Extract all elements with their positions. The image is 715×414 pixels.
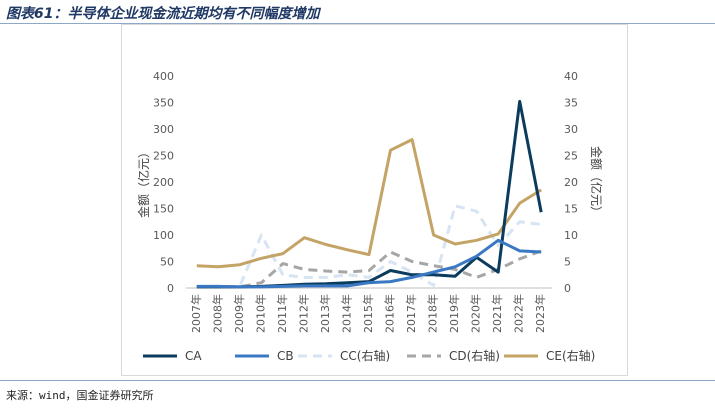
- x-tick-label: 2009年: [232, 294, 246, 333]
- left-tick-label: 200: [153, 176, 174, 189]
- series-line-cd: [196, 249, 542, 289]
- right-tick-label: 0: [564, 282, 571, 295]
- legend-label: CB: [277, 349, 294, 363]
- x-tick-label: 2023年: [533, 294, 547, 333]
- x-tick-label: 2013年: [318, 294, 332, 333]
- x-tick-label: 2015年: [361, 294, 375, 333]
- right-tick-label: 5: [564, 256, 571, 269]
- bottom-divider: [0, 380, 715, 381]
- figure-title: 图表61：半导体企业现金流近期均有不同幅度增加: [6, 6, 320, 22]
- right-tick-label: 20: [564, 176, 578, 189]
- chart-frame: [121, 24, 628, 376]
- right-tick-label: 25: [564, 150, 578, 163]
- x-axis-ticks: 2007年 2008年 2009年 2010年 2011年 2012年 2013年 2014年…: [189, 294, 547, 333]
- left-tick-label: 0: [167, 282, 174, 295]
- right-axis-ticks: 0 5 10 15 20 25 30 35 40: [564, 70, 578, 295]
- source-note: 来源：wind，国金证券研究所: [6, 389, 154, 402]
- left-tick-label: 150: [153, 203, 174, 216]
- right-tick-label: 15: [564, 203, 578, 216]
- right-tick-label: 10: [564, 229, 578, 242]
- x-tick-label: 2018年: [426, 294, 440, 333]
- x-tick-label: 2014年: [339, 294, 353, 333]
- x-tick-label: 2008年: [210, 294, 224, 333]
- left-tick-label: 300: [153, 123, 174, 136]
- right-tick-label: 35: [564, 97, 578, 110]
- x-tick-label: 2010年: [253, 294, 267, 333]
- right-tick-label: 30: [564, 123, 578, 136]
- x-tick-label: 2019年: [447, 294, 461, 333]
- series-line-ce: [196, 138, 542, 269]
- left-axis-title: 金额（亿元）: [136, 146, 151, 218]
- left-tick-label: 50: [160, 256, 174, 269]
- left-tick-label: 350: [153, 97, 174, 110]
- x-tick-label: 2007年: [189, 294, 203, 333]
- x-tick-label: 2012年: [296, 294, 310, 333]
- series-lines: [196, 99, 543, 289]
- left-tick-label: 400: [153, 70, 174, 83]
- left-axis-ticks: 0 50 100 150 200 250 300 350 400: [153, 70, 174, 295]
- series-line-ca: [196, 99, 543, 289]
- left-tick-label: 100: [153, 229, 174, 242]
- left-tick-label: 250: [153, 150, 174, 163]
- right-tick-label: 40: [564, 70, 578, 83]
- legend-label: CE(右轴): [546, 348, 595, 363]
- legend-label: CC(右轴): [340, 348, 390, 363]
- x-tick-label: 2021年: [490, 294, 504, 333]
- x-tick-label: 2016年: [383, 294, 397, 333]
- x-tick-label: 2011年: [275, 294, 289, 333]
- legend-label: CA: [185, 349, 202, 363]
- legend-label: CD(右轴): [449, 348, 500, 363]
- top-divider: [0, 23, 715, 24]
- series-line-cb: [196, 238, 542, 289]
- legend: CA CB CC(右轴) CD(右轴) CE(右轴): [143, 348, 595, 363]
- right-axis-title: 金额（亿元）: [589, 146, 604, 218]
- x-tick-label: 2017年: [404, 294, 418, 333]
- x-tick-label: 2020年: [469, 294, 483, 333]
- x-tick-label: 2022年: [512, 294, 526, 333]
- series-line-cc: [196, 204, 542, 289]
